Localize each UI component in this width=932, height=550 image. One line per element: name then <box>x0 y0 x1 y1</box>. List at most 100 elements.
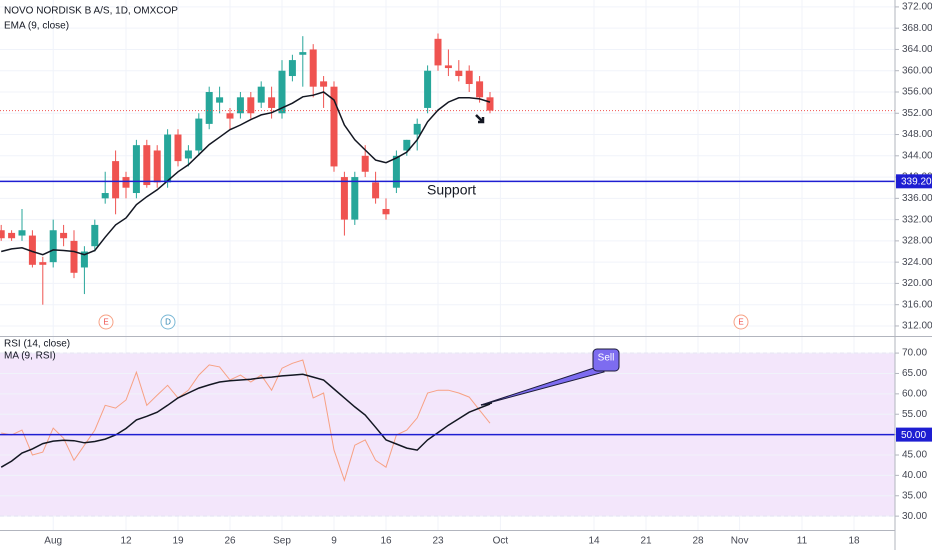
x-tick-label: 16 <box>380 536 392 547</box>
y-tick-label: 30.00 <box>902 511 927 522</box>
callout-label: Sell <box>598 353 615 364</box>
candle-body <box>413 123 421 135</box>
candle-body <box>153 150 161 183</box>
x-tick-label: 9 <box>331 536 337 547</box>
candle-body <box>361 155 369 172</box>
y-tick-label: 372.00 <box>902 2 932 13</box>
annotation: Support <box>427 182 476 198</box>
candle-body <box>257 86 265 103</box>
y-tick-label: 55.00 <box>902 409 927 420</box>
x-tick-label: 12 <box>120 536 132 547</box>
y-tick-label: 356.00 <box>902 87 932 98</box>
candle-body <box>60 232 68 239</box>
legend-entry: RSI (14, close) <box>4 339 70 350</box>
candle-body <box>330 86 338 167</box>
price-label: 339.20 <box>901 176 932 187</box>
candle-body <box>309 49 317 87</box>
x-tick-label: 21 <box>640 536 652 547</box>
candle-body <box>205 91 213 124</box>
candle-body <box>174 134 182 162</box>
series-line <box>1 91 491 256</box>
x-tick-label: 26 <box>224 536 236 547</box>
candle-body <box>122 177 130 188</box>
candle-body <box>112 161 120 199</box>
candle-body <box>216 97 224 103</box>
y-tick-label: 336.00 <box>902 193 932 204</box>
candle-body <box>164 134 172 183</box>
candle-body <box>132 145 140 194</box>
candle-body <box>444 65 452 69</box>
y-tick-label: 316.00 <box>902 299 932 310</box>
y-tick-label: 360.00 <box>902 65 932 76</box>
x-tick-label: 28 <box>692 536 704 547</box>
candle-body <box>486 97 494 111</box>
y-tick-label: 352.00 <box>902 108 932 119</box>
x-tick-label: Oct <box>493 536 509 547</box>
legend-entry: EMA (9, close) <box>4 21 69 32</box>
candle-body <box>476 81 484 98</box>
candle-body <box>465 70 473 85</box>
y-tick-label: 328.00 <box>902 236 932 247</box>
candle-body <box>434 38 442 66</box>
candle-body <box>247 97 255 114</box>
candle-body <box>455 70 463 77</box>
candle-body <box>351 177 359 220</box>
y-tick-label: 60.00 <box>902 388 927 399</box>
candle-body <box>49 230 57 263</box>
y-tick-label: 324.00 <box>902 257 932 268</box>
event-circle <box>733 314 749 330</box>
event-circle <box>160 314 176 330</box>
x-tick-label: 23 <box>432 536 444 547</box>
candle-body <box>320 81 328 87</box>
y-tick-label: 45.00 <box>902 450 927 461</box>
chart-title: NOVO NORDISK B A/S, 1D, OMXCOP <box>4 6 178 17</box>
candle-body <box>372 182 380 199</box>
price-label: 50.00 <box>901 430 926 441</box>
candle-body <box>101 193 109 199</box>
y-tick-label: 65.00 <box>902 368 927 379</box>
candle-body <box>424 70 432 108</box>
x-tick-label: 11 <box>797 536 808 547</box>
event-label: D <box>165 318 171 327</box>
arrow-icon <box>475 114 485 124</box>
candle-body <box>288 60 296 77</box>
y-tick-label: 344.00 <box>902 150 932 161</box>
candle-body <box>340 177 348 220</box>
event-marker[interactable]: E <box>98 314 114 330</box>
legend-entry: MA (9, RSI) <box>4 351 56 362</box>
x-tick-label: Nov <box>731 536 749 547</box>
y-tick-label: 348.00 <box>902 129 932 140</box>
candle-body <box>28 235 36 265</box>
candle-body <box>226 113 234 119</box>
candle-body <box>8 232 16 239</box>
event-marker[interactable]: D <box>160 314 176 330</box>
callout-box <box>592 348 620 372</box>
candle-body <box>278 70 286 114</box>
candle-body <box>195 118 203 151</box>
y-tick-label: 332.00 <box>902 214 932 225</box>
event-label: E <box>103 318 108 327</box>
event-marker[interactable]: E <box>733 314 749 330</box>
y-tick-label: 40.00 <box>902 470 927 481</box>
y-tick-label: 70.00 <box>902 348 927 359</box>
candle-body <box>403 139 411 151</box>
candle-body <box>236 97 244 114</box>
candle-body <box>80 251 88 268</box>
candle-body <box>143 145 151 186</box>
y-tick-label: 312.00 <box>902 321 932 332</box>
x-tick-label: 19 <box>172 536 184 547</box>
x-tick-label: Aug <box>44 536 62 547</box>
candle-body <box>91 224 99 247</box>
candle-body <box>392 155 400 188</box>
candle-body <box>184 150 192 159</box>
candle-body <box>268 97 276 108</box>
x-tick-label: Sep <box>273 536 291 547</box>
price-label-box <box>896 174 932 189</box>
series-line <box>0 373 491 468</box>
event-circle <box>98 314 114 330</box>
candle-body <box>0 230 5 239</box>
series-line <box>1 359 491 482</box>
y-tick-label: 364.00 <box>902 44 932 55</box>
y-tick-label: 368.00 <box>902 23 932 34</box>
